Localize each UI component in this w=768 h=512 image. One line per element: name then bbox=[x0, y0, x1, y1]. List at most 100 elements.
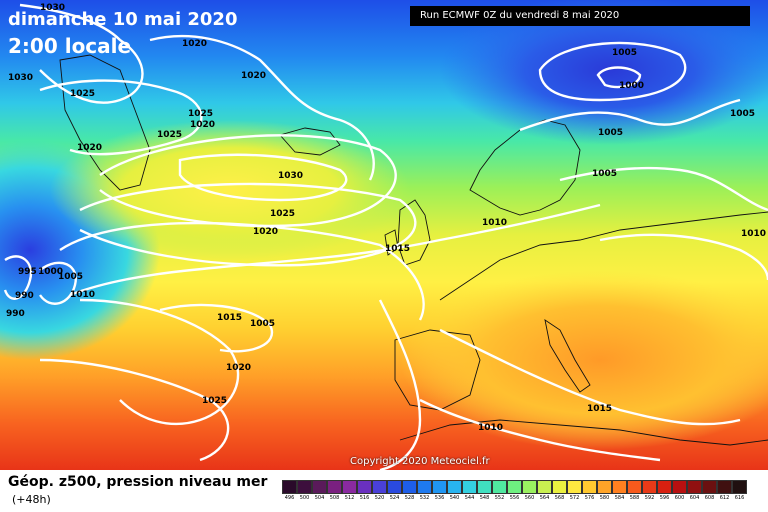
legend-swatch bbox=[282, 480, 297, 494]
legend-swatch bbox=[537, 480, 552, 494]
isobar-label: 1020 bbox=[77, 143, 102, 153]
legend-label: 604 bbox=[689, 495, 700, 501]
legend-swatch bbox=[342, 480, 357, 494]
legend-label: 500 bbox=[299, 495, 310, 501]
isobar-label: 1025 bbox=[157, 130, 182, 140]
legend-swatch bbox=[657, 480, 672, 494]
legend-label: 600 bbox=[674, 495, 685, 501]
isobar-label: 1015 bbox=[217, 313, 242, 323]
isobar-label: 1020 bbox=[253, 227, 278, 237]
isobar-1010-east bbox=[599, 233, 768, 281]
isobar-label: 1015 bbox=[385, 244, 410, 254]
legend-swatch bbox=[687, 480, 702, 494]
legend-label: 540 bbox=[449, 495, 460, 501]
isobar-1025-greenland bbox=[39, 79, 203, 156]
legend-label: 616 bbox=[734, 495, 745, 501]
legend-swatch bbox=[642, 480, 657, 494]
map-footer: Géop. z500, pression niveau mer (+48h) 4… bbox=[0, 470, 768, 512]
isobar-label-layer: 1030103010201020102510251020102510201030… bbox=[6, 3, 766, 433]
isobar-label: 1025 bbox=[202, 396, 227, 406]
legend-swatch bbox=[402, 480, 417, 494]
legend-swatch bbox=[417, 480, 432, 494]
isobar-label: 1000 bbox=[38, 267, 63, 277]
isobar-label: 1025 bbox=[270, 209, 295, 219]
mediterranean-warm-shading bbox=[400, 270, 768, 450]
legend-label: 544 bbox=[464, 495, 475, 501]
isobar-1020-ridge bbox=[79, 182, 417, 267]
legend-swatch bbox=[627, 480, 642, 494]
isobar-1010-central bbox=[69, 203, 601, 297]
legend-label: 520 bbox=[374, 495, 385, 501]
legend-swatch bbox=[492, 480, 507, 494]
isobar-label: 1005 bbox=[58, 272, 83, 282]
isobar-1020-sw bbox=[79, 298, 240, 426]
legend-label: 516 bbox=[359, 495, 370, 501]
legend-label: 524 bbox=[389, 495, 400, 501]
legend-swatch bbox=[447, 480, 462, 494]
scandinavia-coast bbox=[469, 119, 581, 216]
isobar-label: 1020 bbox=[182, 39, 207, 49]
isobar-1005-atl-mid bbox=[159, 303, 274, 353]
legend-swatch bbox=[312, 480, 327, 494]
legend-label: 552 bbox=[494, 495, 505, 501]
legend-swatch bbox=[702, 480, 717, 494]
legend-label: 512 bbox=[344, 495, 355, 501]
isobar-995-low bbox=[3, 255, 33, 300]
legend-label: 596 bbox=[659, 495, 670, 501]
legend-swatch bbox=[477, 480, 492, 494]
legend-label: 556 bbox=[509, 495, 520, 501]
run-info-banner: Run ECMWF 0Z du vendredi 8 mai 2020 bbox=[410, 6, 750, 26]
legend-swatch bbox=[717, 480, 732, 494]
legend-swatch bbox=[507, 480, 522, 494]
legend-label: 560 bbox=[524, 495, 535, 501]
legend-swatch bbox=[297, 480, 312, 494]
legend-label: 548 bbox=[479, 495, 490, 501]
legend-label: 612 bbox=[719, 495, 730, 501]
isobar-1005-atlantic bbox=[39, 261, 77, 305]
legend-swatch bbox=[567, 480, 582, 494]
legend-label: 580 bbox=[599, 495, 610, 501]
isobar-1025-ridge bbox=[99, 134, 397, 228]
isobar-label: 1020 bbox=[241, 71, 266, 81]
copyright-text: Copyright 2020 Meteociel.fr bbox=[350, 456, 490, 467]
isobar-label: 1010 bbox=[482, 218, 507, 228]
isobar-label: 1010 bbox=[741, 229, 766, 239]
map-canvas: 1030103010201020102510251020102510201030… bbox=[0, 0, 768, 470]
isobar-label: 995 bbox=[18, 267, 37, 277]
legend-swatch bbox=[552, 480, 567, 494]
run-info-text: Run ECMWF 0Z du vendredi 8 mai 2020 bbox=[420, 10, 620, 21]
isobar-1010-iberia bbox=[378, 299, 422, 470]
isobar-label: 1020 bbox=[190, 120, 215, 130]
legend-swatch bbox=[327, 480, 342, 494]
isobar-label: 990 bbox=[6, 309, 25, 319]
legend-swatch bbox=[612, 480, 627, 494]
legend-label: 532 bbox=[419, 495, 430, 501]
isobar-label: 1025 bbox=[188, 109, 213, 119]
isobar-1010-africa bbox=[419, 398, 661, 462]
isobar-1030-arctic bbox=[19, 3, 144, 104]
legend-label: 496 bbox=[284, 495, 295, 501]
legend-swatch bbox=[432, 480, 447, 494]
isobar-label: 1005 bbox=[612, 48, 637, 58]
isobar-label: 1005 bbox=[250, 319, 275, 329]
iceland-coast bbox=[279, 127, 341, 156]
legend-label: 564 bbox=[539, 495, 550, 501]
isobar-label: 1010 bbox=[70, 290, 95, 300]
legend-swatch bbox=[582, 480, 597, 494]
legend-swatch bbox=[672, 480, 687, 494]
italy-coast bbox=[544, 319, 591, 393]
legend-label: 508 bbox=[329, 495, 340, 501]
north-low-shading bbox=[440, 0, 768, 145]
legend-swatch bbox=[732, 480, 747, 494]
legend-label: 504 bbox=[314, 495, 325, 501]
isobars bbox=[3, 3, 768, 470]
legend-swatch bbox=[462, 480, 477, 494]
isobar-label: 1030 bbox=[8, 73, 33, 83]
legend-label: 528 bbox=[404, 495, 415, 501]
isobar-label: 1005 bbox=[730, 109, 755, 119]
legend-label: 584 bbox=[614, 495, 625, 501]
isobar-1000-north-low bbox=[596, 66, 642, 89]
legend-swatch bbox=[522, 480, 537, 494]
isobar-1005-east bbox=[559, 166, 768, 212]
map-date-title: dimanche 10 mai 2020 bbox=[8, 9, 238, 30]
